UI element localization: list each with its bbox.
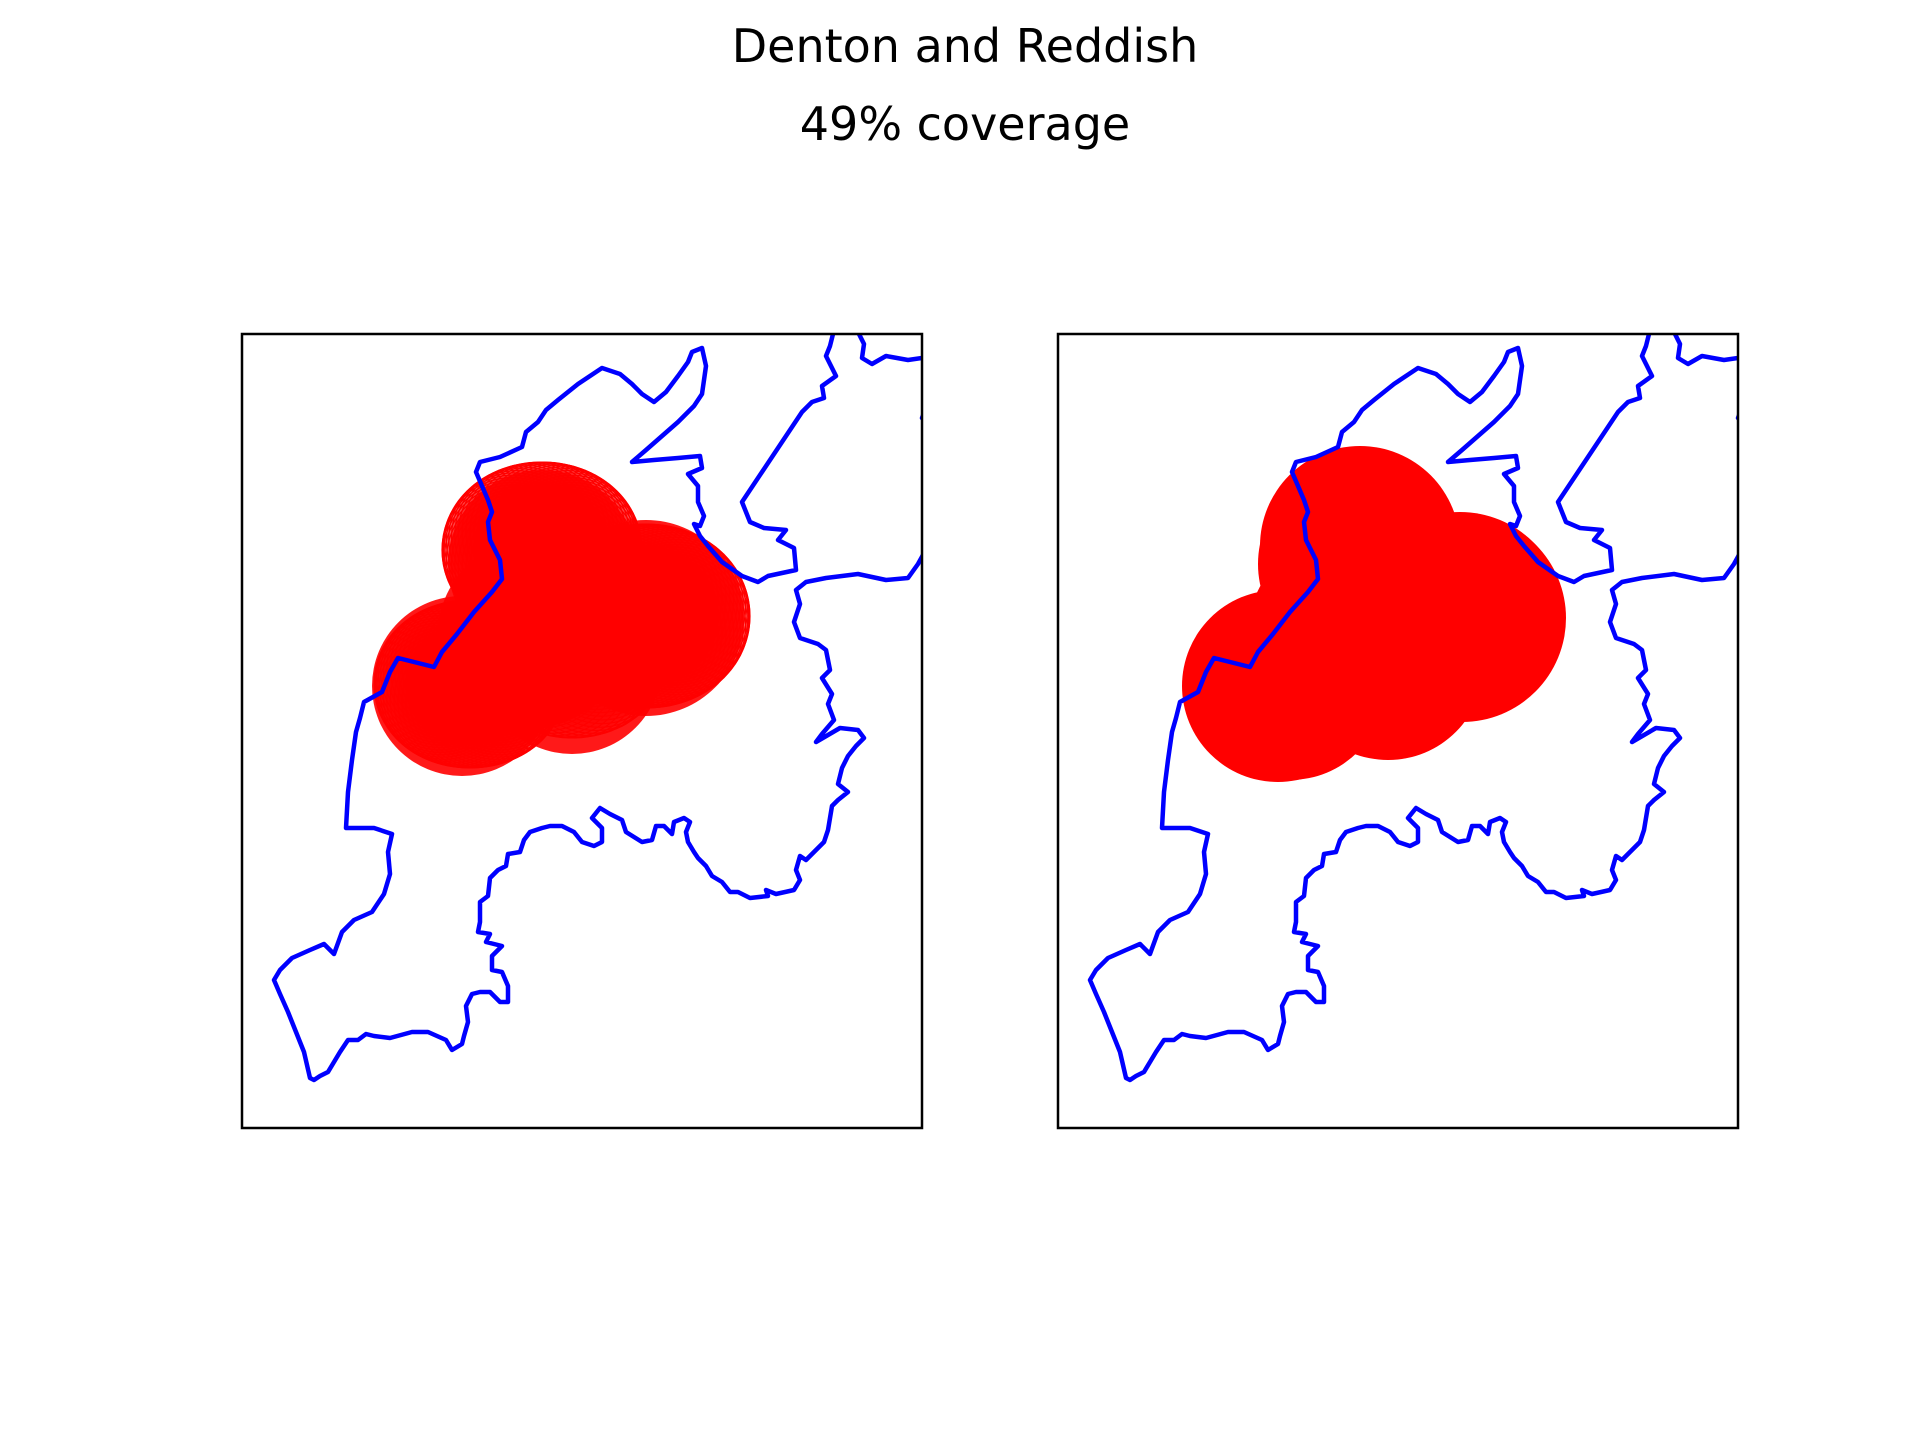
coverage-area-part bbox=[1356, 512, 1564, 720]
coverage-area bbox=[1182, 446, 1566, 782]
map-panel-left bbox=[240, 332, 924, 1130]
figure-subtitle: 49% coverage bbox=[800, 97, 1130, 151]
constituency-boundary bbox=[1087, 334, 1738, 1083]
constituency-boundary bbox=[271, 334, 922, 1083]
coverage-circle bbox=[438, 540, 626, 728]
panel-frame bbox=[240, 332, 924, 1130]
coverage-circles bbox=[372, 461, 751, 776]
map-panel-right bbox=[1056, 332, 1740, 1130]
panel-frame bbox=[1056, 332, 1740, 1130]
coverage-area-part bbox=[1194, 588, 1386, 780]
figure-title: Denton and Reddish bbox=[732, 19, 1199, 73]
